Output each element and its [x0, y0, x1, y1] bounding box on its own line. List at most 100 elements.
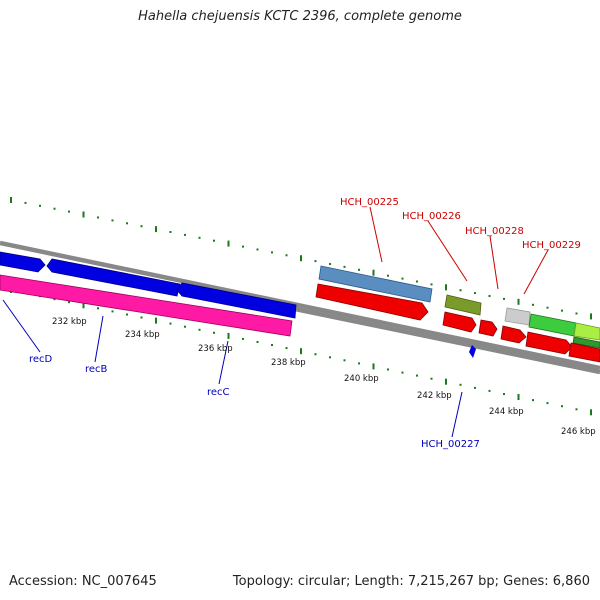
outer-minor-tick [430, 283, 433, 286]
outer-minor-tick [343, 265, 346, 268]
gene-red-block-2[interactable] [442, 311, 477, 333]
gene-HCH_00228-block[interactable] [504, 307, 531, 326]
inner-major-tick [372, 363, 375, 370]
inner-minor-tick [285, 347, 288, 350]
inner-minor-tick [242, 337, 244, 340]
gene-lime-block[interactable] [573, 322, 600, 341]
callout-line-HCH_00229 [523, 249, 549, 295]
gene-label-HCH_00227[interactable]: HCH_00227 [421, 439, 480, 450]
inner-minor-tick [546, 402, 549, 405]
outer-minor-tick [68, 210, 70, 213]
gene-label-HCH_00226[interactable]: HCH_00226 [402, 211, 461, 222]
callout-line-recD [2, 299, 41, 353]
outer-major-tick [300, 255, 302, 262]
outer-tick-row [10, 197, 592, 320]
outer-minor-tick [24, 201, 27, 204]
inner-minor-tick [68, 301, 70, 304]
gene-label-recD[interactable]: recD [29, 354, 53, 365]
gene-HCH_00225-block[interactable] [318, 265, 433, 303]
tick-label-232kbp: 232 kbp [52, 317, 87, 327]
inner-minor-tick [488, 389, 491, 392]
gene-label-HCH_00228[interactable]: HCH_00228 [465, 226, 524, 237]
gene-green-lower-block[interactable] [572, 336, 600, 349]
gene-label-HCH_00229[interactable]: HCH_00229 [522, 240, 581, 251]
outer-minor-tick [97, 216, 99, 219]
inner-minor-tick [561, 405, 563, 408]
inner-minor-tick [343, 359, 346, 362]
callout-line-recB [94, 315, 104, 363]
inner-minor-tick [53, 298, 56, 301]
outer-major-tick [10, 197, 12, 203]
tick-label-246kbp: 246 kbp [561, 427, 596, 437]
outer-minor-tick [474, 292, 476, 295]
gene-recD-block[interactable] [0, 251, 46, 273]
inner-major-tick [517, 394, 520, 400]
gene-label-recC[interactable]: recC [207, 387, 230, 398]
inner-minor-tick [329, 356, 331, 359]
callout-line-recC [218, 340, 229, 385]
outer-minor-tick [53, 207, 56, 210]
outer-minor-tick [561, 309, 563, 312]
outer-major-tick [155, 226, 157, 233]
outer-major-tick [227, 240, 230, 247]
outer-minor-tick [416, 280, 418, 283]
gene-red-block-3[interactable] [478, 319, 498, 337]
inner-minor-tick [169, 322, 172, 325]
outer-minor-tick [242, 245, 244, 248]
gene-red-block-6[interactable] [568, 342, 600, 363]
outer-minor-tick [285, 254, 288, 257]
tick-label-234kbp: 234 kbp [125, 330, 160, 340]
gene-label-HCH_00225[interactable]: HCH_00225 [340, 197, 399, 208]
outer-minor-tick [271, 251, 273, 254]
outer-minor-tick [329, 263, 331, 265]
map-title: Hahella chejuensis KCTC 2396, complete g… [138, 9, 462, 24]
inner-major-tick [82, 302, 85, 309]
callout-line-HCH_00226 [427, 220, 468, 282]
inner-minor-tick [126, 313, 128, 316]
gene-magenta-block[interactable] [0, 274, 293, 337]
inner-major-tick [445, 378, 447, 385]
gene-HCH_00226-block[interactable] [444, 294, 482, 316]
outer-minor-tick [546, 306, 549, 309]
gene-HCH_00229-block[interactable] [528, 313, 577, 337]
gene-red-block-4[interactable] [500, 325, 527, 344]
inner-minor-tick [198, 328, 201, 331]
callout-line-HCH_00228 [489, 235, 499, 290]
gene-recC-block[interactable] [176, 282, 297, 319]
outer-minor-tick [358, 268, 360, 271]
outer-minor-tick [387, 274, 389, 277]
outer-minor-tick [126, 222, 128, 225]
inner-minor-tick [358, 362, 360, 365]
inner-minor-tick [401, 371, 404, 374]
outer-minor-tick [169, 231, 172, 233]
inner-minor-tick [314, 353, 317, 356]
outer-major-tick [590, 313, 592, 320]
inner-minor-tick [575, 408, 578, 411]
gene-red-block-5[interactable] [525, 331, 573, 355]
outer-minor-tick [140, 225, 143, 228]
callout-line-HCH_00225 [369, 206, 383, 263]
tick-label-244kbp: 244 kbp [489, 407, 524, 417]
inner-minor-tick [271, 344, 273, 346]
inner-minor-tick [503, 393, 505, 395]
gene-label-recB[interactable]: recB [85, 364, 108, 375]
tick-label-240kbp: 240 kbp [344, 374, 379, 384]
backbone-upper-line [0, 240, 600, 371]
outer-major-tick [372, 269, 375, 276]
gene-red-block-1[interactable] [315, 283, 429, 321]
gene-HCH_00227-marker[interactable] [469, 345, 476, 358]
accession-text: Accession: NC_007645 [9, 574, 157, 589]
outer-minor-tick [401, 277, 404, 280]
backbone-lower-line [294, 306, 600, 375]
outer-minor-tick [184, 233, 186, 236]
inner-major-tick [227, 332, 230, 339]
inner-minor-tick [97, 307, 99, 310]
tick-label-238kbp: 238 kbp [271, 358, 306, 368]
inner-minor-tick [430, 377, 433, 380]
callout-line-HCH_00227 [451, 391, 463, 438]
inner-minor-tick [184, 325, 186, 328]
inner-minor-tick [256, 341, 259, 343]
outer-minor-tick [459, 289, 462, 292]
outer-minor-tick [39, 204, 41, 207]
